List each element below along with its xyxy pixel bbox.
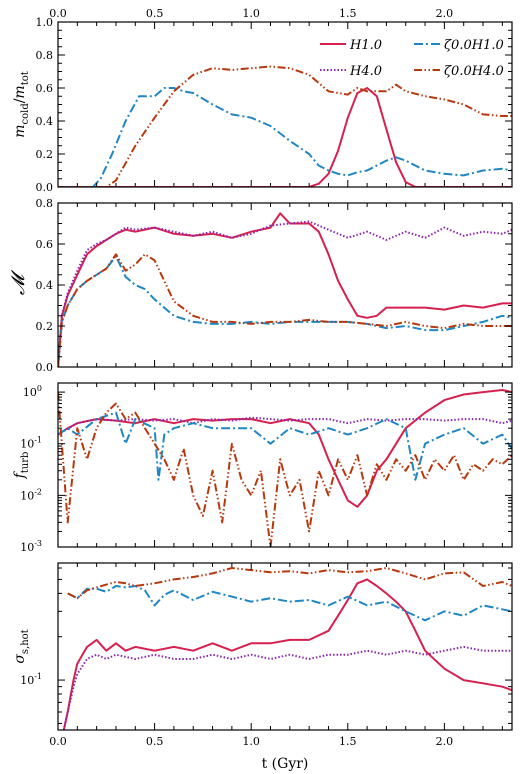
series-line: [58, 392, 512, 547]
y-tick-label: 1.0: [36, 16, 54, 29]
panel-frame: [57, 382, 513, 548]
series-line: [58, 255, 512, 367]
y-tick-label: 0.8: [36, 49, 54, 62]
y-axis-label-part: tot: [20, 71, 31, 85]
y-tick-label: 0.4: [36, 279, 54, 292]
y-tick-exponent: -1: [34, 672, 42, 681]
series-line: [58, 411, 512, 481]
legend-label: H1.0: [349, 38, 382, 53]
series-line: [58, 253, 512, 367]
y-tick-label: 100: [23, 384, 42, 399]
y-tick-label: 0.6: [36, 82, 54, 95]
x-tick-label-bottom: 0.5: [146, 735, 164, 748]
series-line: [62, 645, 512, 730]
x-axis-label: t (Gyr): [262, 756, 309, 772]
y-tick-label: 0.2: [36, 320, 54, 333]
y-tick-label: 0.0: [36, 361, 54, 374]
y-tick-label: 0.8: [36, 197, 54, 210]
y-tick-label: 0.4: [36, 115, 54, 128]
legend-label: H4.0: [349, 64, 382, 79]
y-tick-label: 0.6: [36, 238, 54, 251]
x-tick-label-top: 1.5: [339, 7, 357, 20]
y-axis-label-part: turb: [20, 452, 31, 474]
x-tick-label-bottom: 0.0: [49, 735, 67, 748]
y-axis-label: σs,hot: [12, 629, 31, 663]
panel-2: 10-3 10-2 10-1 100 fturb: [12, 382, 513, 554]
x-tick-label-top: 2.0: [436, 7, 454, 20]
y-tick-label: 0.0: [36, 181, 54, 194]
series-line: [67, 585, 512, 622]
x-tick-label-bottom: 2.0: [436, 735, 454, 748]
series-line: [58, 87, 512, 187]
series-line: [67, 567, 512, 600]
panel-1: 0.0 0.2 0.4 0.6 0.8 𝓜: [8, 197, 513, 374]
series-line: [58, 220, 512, 367]
y-axis-label-part: m: [12, 85, 28, 98]
y-axis-label-part: cold: [20, 103, 31, 125]
x-tick-label-bottom: 1.0: [242, 735, 260, 748]
y-tick-label: 10-1: [20, 436, 42, 451]
y-tick-label: 10-2: [20, 487, 42, 502]
y-axis-label-part: m: [12, 125, 28, 138]
y-axis-label-part: f: [12, 470, 28, 479]
y-tick-exponent: -2: [34, 487, 42, 496]
y-tick-label: 0.2: [36, 148, 54, 161]
series-line: [58, 389, 512, 508]
y-tick-exponent: -1: [34, 436, 42, 445]
series-line: [58, 65, 512, 187]
x-tick-label-top: 0.5: [146, 7, 164, 20]
y-tick-label: 10-1: [20, 672, 42, 687]
y-axis-label: 𝓜: [8, 269, 29, 295]
y-axis-label: mcold/mtot: [12, 71, 31, 138]
series-line: [58, 212, 512, 367]
series-line: [62, 578, 512, 730]
legend-label: ζ0.0H1.0: [444, 38, 504, 53]
y-tick-label: 10-3: [20, 539, 42, 554]
panel-3: 10-1 σs,hot: [12, 562, 513, 731]
legend-label: ζ0.0H4.0: [444, 64, 504, 79]
panel-frame: [57, 562, 513, 731]
x-tick-label-top: 0.0: [49, 7, 67, 20]
y-axis-label-part: σ: [12, 654, 28, 664]
y-axis-label: fturb: [12, 452, 31, 480]
y-axis-label-part: /: [12, 98, 28, 103]
x-tick-label-top: 1.0: [242, 7, 260, 20]
y-tick-exponent: -3: [34, 539, 42, 548]
y-tick-exponent: 0: [37, 384, 42, 393]
legend: H1.0 ζ0.0H1.0 H4.0 ζ0.0H4.0: [320, 38, 504, 79]
y-axis-label-part: s,hot: [20, 629, 31, 654]
series-line: [58, 87, 512, 187]
x-tick-label-bottom: 1.5: [339, 735, 357, 748]
y-axis-label-part: 𝓜: [8, 269, 29, 295]
